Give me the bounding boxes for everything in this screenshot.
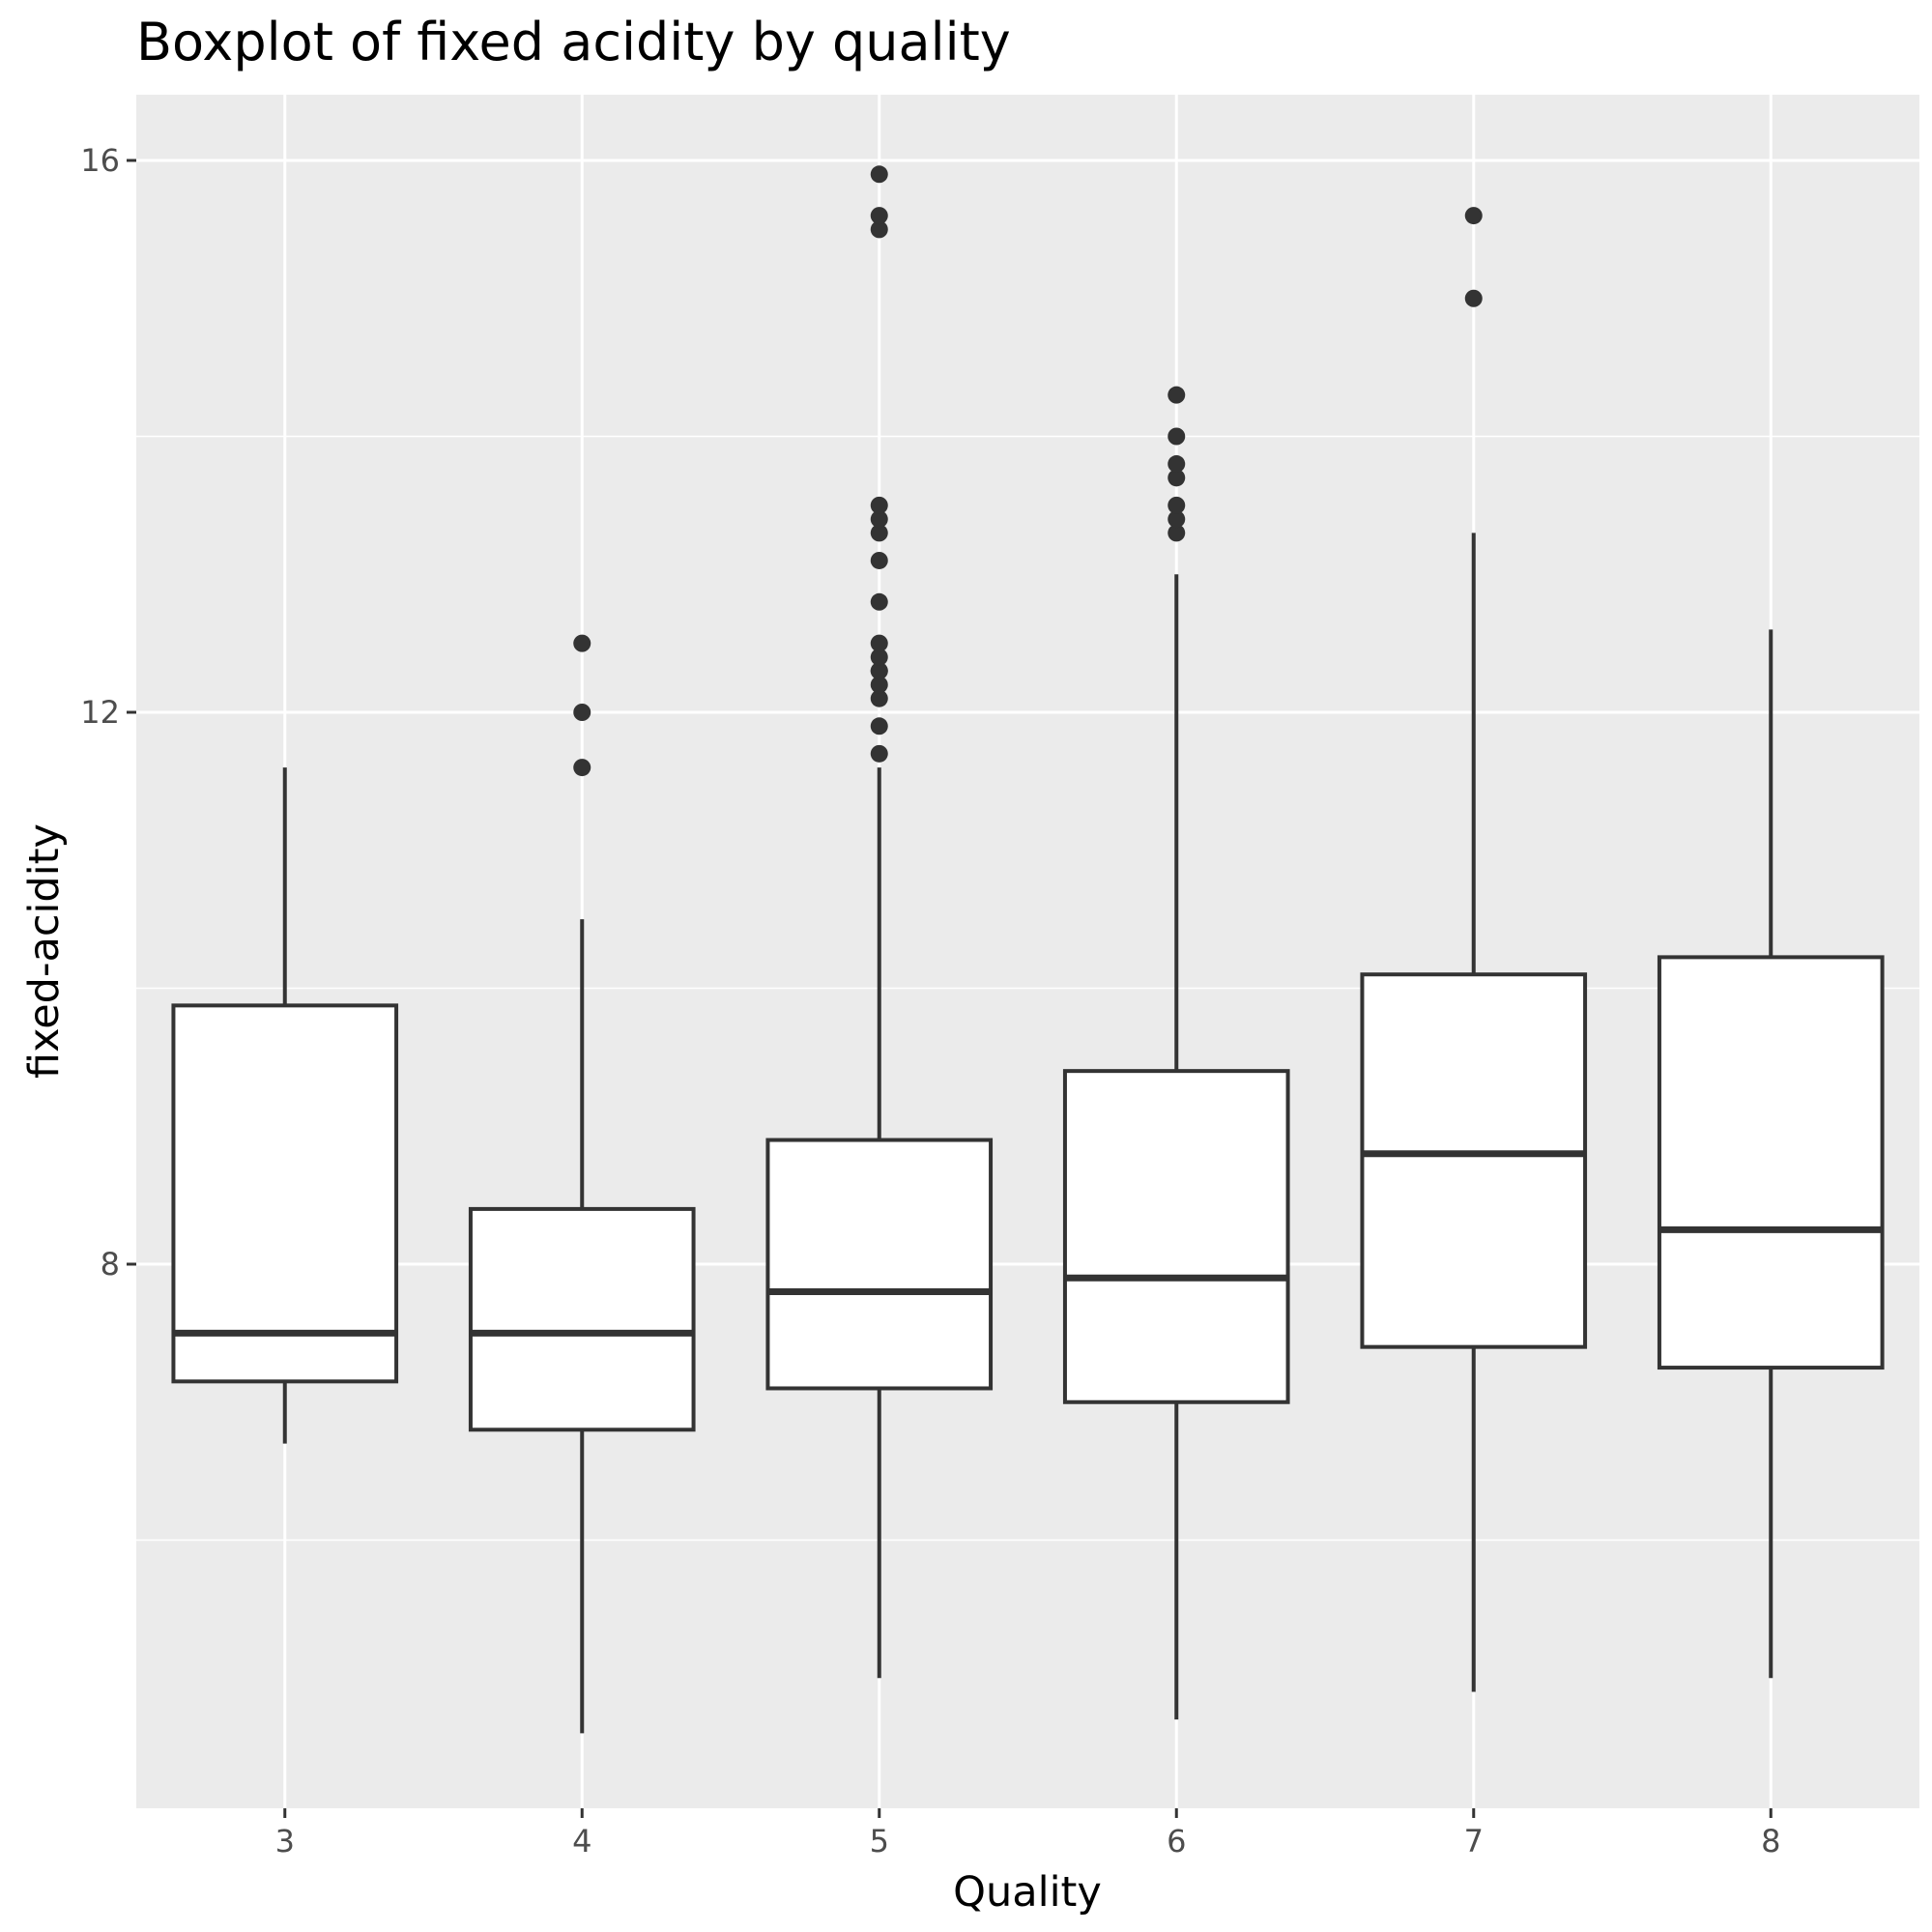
y-tick-label: 12: [80, 694, 120, 731]
outlier-point: [1168, 386, 1186, 404]
outlier-point: [870, 207, 888, 225]
outlier-point: [870, 220, 888, 239]
outlier-point: [870, 496, 888, 514]
outlier-point: [870, 165, 888, 184]
x-tick-label: 6: [1167, 1823, 1186, 1860]
plot-panel: [136, 95, 1919, 1808]
x-tick-label: 7: [1464, 1823, 1484, 1860]
outlier-point: [1168, 524, 1186, 542]
x-tick-label: 8: [1761, 1823, 1780, 1860]
y-tick-label: 8: [101, 1246, 120, 1283]
x-tick-label: 5: [870, 1823, 889, 1860]
y-tick-label: 16: [80, 142, 120, 179]
outlier-point: [1168, 469, 1186, 487]
box-iqr: [1062, 1069, 1290, 1404]
outlier-point: [1168, 510, 1186, 529]
outlier-point: [870, 510, 888, 529]
outlier-point: [573, 634, 591, 652]
box-iqr: [171, 1003, 399, 1384]
outlier-point: [870, 634, 888, 652]
outlier-point: [870, 592, 888, 611]
outlier-point: [870, 717, 888, 735]
outlier-point: [870, 524, 888, 542]
outlier-point: [1464, 289, 1483, 307]
chart-title: Boxplot of fixed acidity by quality: [136, 12, 1011, 72]
outlier-point: [1168, 496, 1186, 514]
outlier-point: [573, 759, 591, 777]
x-tick-label: 4: [572, 1823, 591, 1860]
box-iqr: [1360, 972, 1588, 1349]
axes: 8 12 16 3 4 5 6 7 8: [80, 142, 1780, 1860]
x-tick-label: 3: [275, 1823, 295, 1860]
outlier-point: [870, 551, 888, 569]
outlier-point: [1464, 207, 1483, 225]
outlier-point: [870, 689, 888, 707]
boxes: [171, 165, 1885, 1734]
outlier-point: [1168, 455, 1186, 474]
outlier-point: [1168, 427, 1186, 446]
box-iqr: [765, 1138, 994, 1391]
outlier-point: [573, 704, 591, 721]
x-axis-title: Quality: [953, 1868, 1102, 1917]
outlier-point: [870, 648, 888, 666]
outlier-point: [870, 662, 888, 680]
outlier-point: [870, 744, 888, 763]
y-axis-title: fixed-acidity: [20, 823, 69, 1079]
box-iqr: [468, 1206, 696, 1432]
outlier-point: [870, 676, 888, 694]
box-iqr: [1657, 955, 1885, 1370]
